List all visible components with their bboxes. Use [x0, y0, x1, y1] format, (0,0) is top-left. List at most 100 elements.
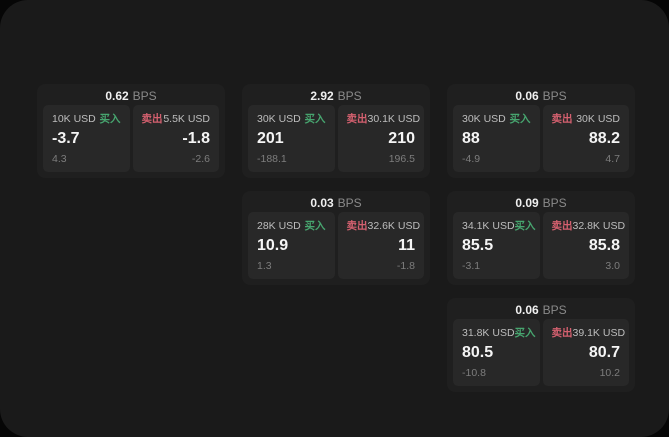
card-header: 2.92 BPS: [248, 87, 424, 105]
buy-sell-panels: 30K USD 买入 88 -4.9 卖出 30K USD 88.2 4.7: [453, 105, 629, 172]
buy-secondary-value: -10.8: [462, 367, 486, 379]
sell-side-label: 卖出: [551, 327, 573, 339]
bps-suffix-label: BPS: [542, 196, 567, 210]
buy-price: 80.5: [462, 344, 494, 361]
sell-amount: 39.1K USD: [572, 327, 626, 339]
bps-quote-card: 0.03 BPS 28K USD 买入 10.9 1.3 卖出 32.6K US…: [242, 191, 430, 285]
bps-suffix-label: BPS: [542, 89, 567, 103]
buy-side-label: 买入: [514, 327, 536, 339]
card-header: 0.03 BPS: [248, 194, 424, 212]
buy-panel-header: 31.8K USD 买入: [462, 326, 536, 340]
card-header: 0.06 BPS: [453, 87, 629, 105]
sell-secondary-value: -1.8: [396, 260, 415, 272]
buy-panel-header: 30K USD 买入: [257, 112, 326, 126]
sell-panel[interactable]: 卖出 32.8K USD 85.8 3.0: [542, 212, 629, 279]
sell-panel[interactable]: 卖出 30K USD 88.2 4.7: [542, 105, 629, 172]
sell-panel-header: 卖出 30.1K USD: [346, 112, 421, 126]
bps-suffix-label: BPS: [132, 89, 157, 103]
buy-panel[interactable]: 28K USD 买入 10.9 1.3: [248, 212, 335, 279]
card-header: 0.06 BPS: [453, 301, 629, 319]
buy-price: 85.5: [462, 237, 494, 254]
buy-price: 10.9: [257, 237, 289, 254]
bps-quote-card: 0.09 BPS 34.1K USD 买入 85.5 -3.1 卖出 32.8K…: [447, 191, 635, 285]
sell-secondary-value: 3.0: [605, 260, 620, 272]
bps-value: 0.06: [515, 89, 539, 103]
buy-sell-panels: 30K USD 买入 201 -188.1 卖出 30.1K USD 210 1…: [248, 105, 424, 172]
buy-secondary-value: -4.9: [462, 153, 481, 165]
buy-amount: 34.1K USD: [462, 220, 515, 232]
bps-suffix-label: BPS: [337, 196, 362, 210]
bps-quote-card: 0.06 BPS 31.8K USD 买入 80.5 -10.8 卖出 39.1…: [447, 298, 635, 392]
bps-value: 0.09: [515, 196, 539, 210]
sell-amount: 30K USD: [576, 113, 620, 125]
buy-panel-header: 10K USD 买入: [52, 112, 121, 126]
bps-value: 0.06: [515, 303, 539, 317]
buy-panel[interactable]: 10K USD 买入 -3.7 4.3: [43, 105, 130, 172]
buy-panel[interactable]: 30K USD 买入 201 -188.1: [248, 105, 335, 172]
buy-amount: 30K USD: [462, 113, 506, 125]
bps-quote-card: 0.62 BPS 10K USD 买入 -3.7 4.3 卖出 5.5K USD…: [37, 84, 225, 178]
sell-amount: 5.5K USD: [163, 113, 210, 125]
sell-secondary-value: -2.6: [191, 153, 210, 165]
buy-secondary-value: 1.3: [257, 260, 272, 272]
sell-side-label: 卖出: [551, 113, 573, 125]
sell-panel-header: 卖出 32.6K USD: [347, 219, 421, 233]
sell-price: 80.7: [588, 344, 620, 361]
buy-panel-header: 30K USD 买入: [462, 112, 531, 126]
buy-side-label: 买入: [304, 220, 326, 232]
buy-price: 201: [257, 130, 284, 147]
buy-sell-panels: 34.1K USD 买入 85.5 -3.1 卖出 32.8K USD 85.8…: [453, 212, 629, 279]
sell-amount: 32.6K USD: [367, 220, 421, 232]
sell-secondary-value: 196.5: [388, 153, 415, 165]
card-header: 0.09 BPS: [453, 194, 629, 212]
sell-secondary-value: 4.7: [605, 153, 620, 165]
buy-panel[interactable]: 34.1K USD 买入 85.5 -3.1: [453, 212, 540, 279]
bps-value: 0.62: [105, 89, 129, 103]
sell-panel[interactable]: 卖出 32.6K USD 11 -1.8: [337, 212, 424, 279]
sell-price: 88.2: [588, 130, 620, 147]
sell-amount: 32.8K USD: [572, 220, 626, 232]
buy-amount: 10K USD: [52, 113, 96, 125]
sell-panel[interactable]: 卖出 5.5K USD -1.8 -2.6: [132, 105, 219, 172]
sell-amount: 30.1K USD: [367, 113, 421, 125]
buy-price: -3.7: [52, 130, 80, 147]
buy-panel-header: 34.1K USD 买入: [462, 219, 536, 233]
buy-side-label: 买入: [509, 113, 531, 125]
buy-amount: 31.8K USD: [462, 327, 515, 339]
sell-panel-header: 卖出 5.5K USD: [142, 112, 211, 126]
sell-side-label: 卖出: [346, 113, 368, 125]
buy-side-label: 买入: [514, 220, 536, 232]
sell-panel-header: 卖出 39.1K USD: [551, 326, 626, 340]
buy-secondary-value: 4.3: [52, 153, 67, 165]
buy-panel[interactable]: 31.8K USD 买入 80.5 -10.8: [453, 319, 540, 386]
sell-panel-header: 卖出 30K USD: [552, 112, 621, 126]
sell-side-label: 卖出: [551, 220, 573, 232]
bps-value: 2.92: [310, 89, 334, 103]
bps-value: 0.03: [310, 196, 334, 210]
sell-secondary-value: 10.2: [599, 367, 620, 379]
sell-panel-header: 卖出 32.8K USD: [551, 219, 626, 233]
sell-price: 11: [398, 237, 415, 254]
buy-secondary-value: -188.1: [257, 153, 287, 165]
buy-sell-panels: 28K USD 买入 10.9 1.3 卖出 32.6K USD 11 -1.8: [248, 212, 424, 279]
buy-side-label: 买入: [304, 113, 326, 125]
buy-panel[interactable]: 30K USD 买入 88 -4.9: [453, 105, 540, 172]
buy-panel-header: 28K USD 买入: [257, 219, 326, 233]
sell-panel[interactable]: 卖出 39.1K USD 80.7 10.2: [542, 319, 629, 386]
sell-price: -1.8: [182, 130, 210, 147]
bps-quote-card: 2.92 BPS 30K USD 买入 201 -188.1 卖出 30.1K …: [242, 84, 430, 178]
buy-side-label: 买入: [99, 113, 121, 125]
buy-amount: 28K USD: [257, 220, 301, 232]
card-header: 0.62 BPS: [43, 87, 219, 105]
sell-panel[interactable]: 卖出 30.1K USD 210 196.5: [337, 105, 424, 172]
sell-price: 85.8: [588, 237, 620, 254]
sell-price: 210: [388, 130, 415, 147]
buy-amount: 30K USD: [257, 113, 301, 125]
bps-suffix-label: BPS: [337, 89, 362, 103]
quote-cards-grid: 0.62 BPS 10K USD 买入 -3.7 4.3 卖出 5.5K USD…: [37, 84, 635, 392]
buy-price: 88: [462, 130, 480, 147]
buy-secondary-value: -3.1: [462, 260, 481, 272]
bps-suffix-label: BPS: [542, 303, 567, 317]
